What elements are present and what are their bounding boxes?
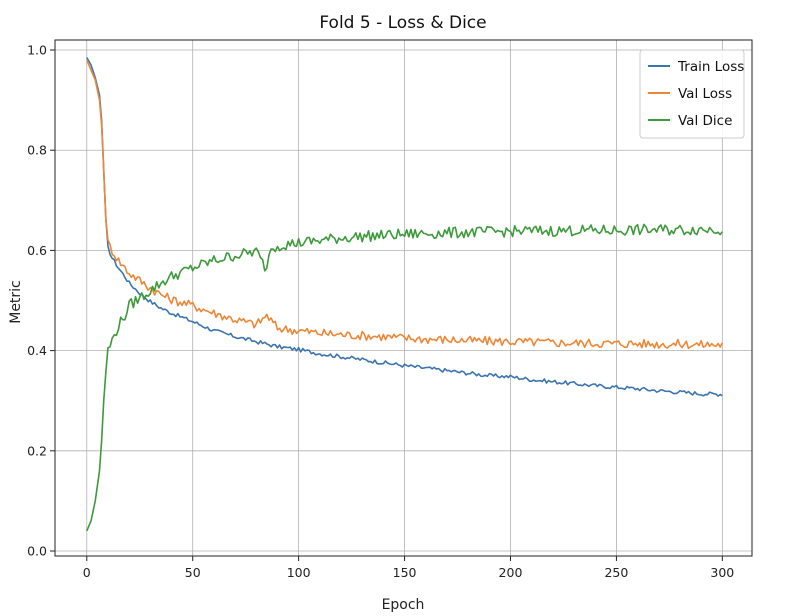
legend-box: [639, 49, 745, 139]
series-line-train-loss: [86, 57, 723, 397]
x-tick-label: 300: [710, 565, 734, 580]
x-tick-label: 200: [499, 565, 523, 580]
y-tick-label: 0.6: [27, 243, 47, 258]
series-line-val-dice: [86, 223, 723, 532]
chart-title: Fold 5 - Loss & Dice: [319, 13, 486, 33]
series-lines: [86, 57, 724, 532]
y-tick-label: 0.2: [27, 443, 47, 458]
y-axis-label: Metric: [8, 280, 24, 324]
y-tick-label: 0.8: [27, 143, 47, 158]
y-tick-label: 0.0: [27, 543, 47, 558]
y-tick-label: 1.0: [27, 43, 47, 58]
x-tick-label: 250: [604, 565, 628, 580]
x-tick-label: 0: [83, 565, 91, 580]
legend-label: Train Loss: [677, 59, 744, 75]
x-tick-label: 50: [185, 565, 201, 580]
plot-frame: [54, 39, 753, 557]
legend-label: Val Dice: [678, 113, 732, 129]
y-tick-label: 0.4: [27, 343, 47, 358]
legend: Train Loss Val Loss Val Dice: [639, 49, 745, 139]
grid: [55, 40, 752, 556]
series-line-val-loss: [86, 59, 724, 350]
x-ticks: 0 50 100 150 200 250 300: [83, 556, 734, 580]
x-tick-label: 100: [287, 565, 311, 580]
x-axis-label: Epoch: [382, 597, 425, 613]
legend-label: Val Loss: [678, 86, 732, 102]
x-tick-label: 150: [393, 565, 417, 580]
y-ticks: 0.0 0.2 0.4 0.6 0.8 1.0: [27, 43, 55, 558]
